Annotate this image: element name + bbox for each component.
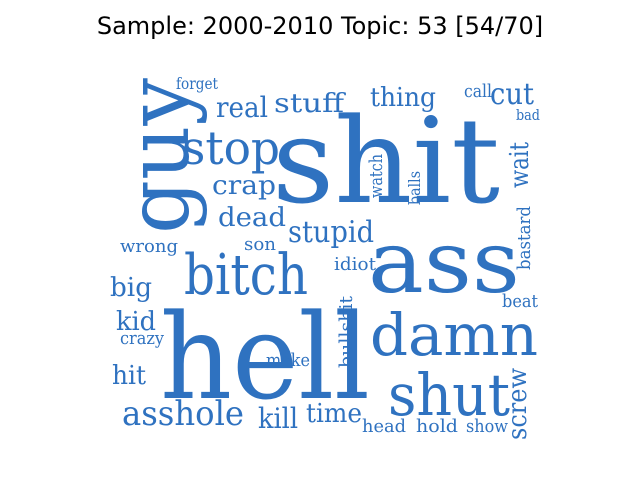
word-stuff: stuff	[274, 89, 347, 119]
word-show: show	[466, 416, 509, 437]
word-crazy: crazy	[120, 328, 165, 349]
word-forget: forget	[176, 74, 218, 93]
word-bullshit: bullshit	[336, 295, 357, 368]
word-cut: cut	[490, 77, 534, 112]
word-dead: dead	[218, 203, 286, 233]
word-make: make	[266, 350, 310, 371]
word-wrong: wrong	[120, 236, 178, 257]
word-big: big	[110, 273, 152, 303]
word-thing: thing	[370, 83, 436, 113]
word-call: call	[464, 81, 492, 102]
word-idiot: idiot	[334, 254, 377, 275]
word-ass: ass	[368, 213, 520, 313]
word-crap: crap	[212, 171, 276, 201]
word-shut: shut	[388, 361, 510, 429]
word-watch: watch	[366, 154, 387, 198]
word-son: son	[244, 234, 276, 255]
word-balls: balls	[405, 171, 424, 205]
word-asshole: asshole	[122, 394, 244, 434]
word-stop: stop	[182, 121, 280, 175]
word-guy: guy	[109, 78, 209, 234]
word-damn: damn	[370, 301, 538, 369]
word-hit: hit	[112, 361, 147, 391]
word-hell: hell	[160, 288, 370, 426]
word-shit: shit	[272, 92, 500, 230]
word-beat: beat	[502, 291, 539, 312]
word-kid: kid	[116, 307, 156, 337]
word-wait: wait	[505, 142, 535, 188]
word-head: head	[362, 416, 406, 437]
word-real: real	[216, 91, 268, 124]
word-bastard: bastard	[514, 206, 535, 270]
word-stupid: stupid	[288, 215, 374, 250]
word-bad: bad	[516, 106, 540, 124]
word-bitch: bitch	[184, 243, 308, 308]
word-hold: hold	[416, 416, 458, 437]
word-kill: kill	[258, 402, 298, 435]
chart-title: Sample: 2000-2010 Topic: 53 [54/70]	[96, 12, 544, 40]
word-time: time	[306, 399, 362, 429]
word-screw: screw	[503, 368, 533, 440]
